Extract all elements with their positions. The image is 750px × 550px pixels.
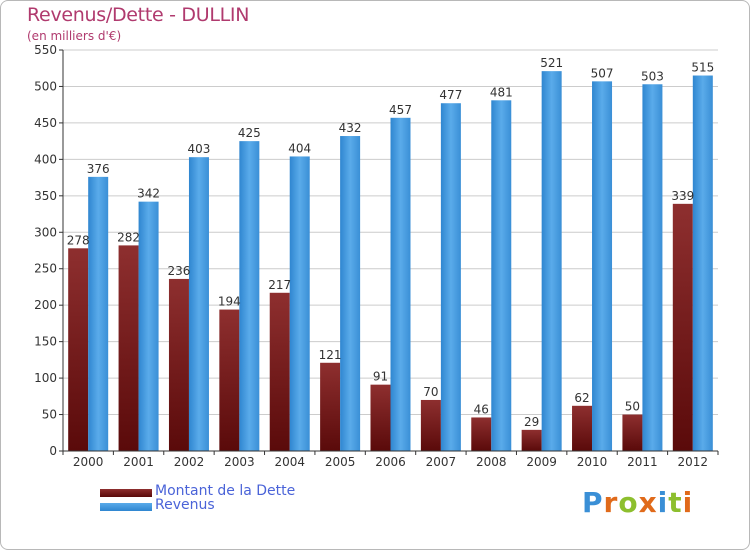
- data-label-debt: 278: [67, 233, 90, 247]
- data-label-debt: 282: [117, 230, 140, 244]
- y-tick-label: 350: [34, 189, 57, 203]
- chart-subtitle: (en milliers d'€): [27, 29, 122, 43]
- x-tick-label: 2012: [678, 455, 709, 469]
- data-label-debt: 62: [574, 391, 589, 405]
- bar-revenue: [390, 117, 411, 452]
- legend-label-revenue: Revenus: [155, 497, 215, 513]
- logo-letter: i: [682, 486, 694, 519]
- bar-debt: [420, 399, 441, 451]
- x-tick-label: 2000: [73, 455, 104, 469]
- x-tick-label: 2003: [224, 455, 255, 469]
- bar-debt: [68, 248, 89, 451]
- labels-layer: 278 376 282 342 236 403 194 425 217 404 121 432 91 45…: [67, 56, 715, 429]
- legend-swatch-revenue: [100, 503, 152, 511]
- bar-debt: [118, 245, 139, 451]
- data-label-revenue: 404: [288, 141, 311, 155]
- x-tick-label: 2006: [375, 455, 406, 469]
- bar-revenue: [188, 157, 209, 451]
- bar-revenue: [642, 84, 663, 451]
- bar-revenue: [340, 136, 361, 452]
- x-tick-label: 2011: [627, 455, 658, 469]
- y-tick-label: 150: [34, 335, 57, 349]
- y-tick-label: 0: [49, 444, 57, 458]
- x-tick-label: 2001: [123, 455, 154, 469]
- data-label-revenue: 457: [389, 103, 412, 117]
- data-label-revenue: 481: [490, 85, 513, 99]
- bar-revenue: [88, 176, 109, 451]
- data-label-debt: 50: [625, 400, 640, 414]
- bar-debt: [572, 405, 593, 451]
- x-tick-label: 2007: [426, 455, 457, 469]
- logo-letter: o: [618, 486, 639, 519]
- bar-revenue: [491, 100, 512, 451]
- legend-label-debt: Montant de la Dette: [155, 483, 296, 499]
- y-tick-label: 200: [34, 298, 57, 312]
- y-tick-label: 550: [34, 43, 57, 57]
- data-label-revenue: 515: [691, 61, 714, 75]
- bar-revenue: [289, 156, 310, 451]
- data-label-revenue: 403: [188, 142, 211, 156]
- data-label-revenue: 507: [591, 66, 614, 80]
- logo-letter: t: [668, 486, 683, 519]
- bars-layer: [68, 71, 713, 452]
- y-tick-label: 300: [34, 225, 57, 239]
- bar-revenue: [138, 201, 159, 451]
- data-label-debt: 121: [319, 348, 342, 362]
- data-label-revenue: 376: [87, 162, 110, 176]
- data-label-revenue: 425: [238, 126, 261, 140]
- chart-title: Revenus/Dette - DULLIN: [27, 4, 250, 26]
- data-label-debt: 29: [524, 415, 539, 429]
- bar-debt: [521, 429, 542, 451]
- x-tick-label: 2004: [274, 455, 305, 469]
- legend-swatch-debt: [100, 489, 152, 497]
- bar-debt: [622, 414, 643, 451]
- x-tick-label: 2010: [577, 455, 608, 469]
- data-label-debt: 194: [218, 295, 241, 309]
- bar-debt: [269, 292, 290, 451]
- data-label-revenue: 503: [641, 69, 664, 83]
- data-label-revenue: 477: [439, 88, 462, 102]
- bar-revenue: [592, 81, 613, 452]
- bar-debt: [370, 384, 391, 451]
- x-tick-label: 2009: [526, 455, 557, 469]
- y-tick-label: 100: [34, 371, 57, 385]
- data-label-debt: 236: [168, 264, 191, 278]
- x-tick-label: 2002: [174, 455, 205, 469]
- data-label-debt: 70: [423, 385, 438, 399]
- bar-debt: [168, 278, 189, 451]
- x-tick-label: 2005: [325, 455, 356, 469]
- y-tick-label: 500: [34, 79, 57, 93]
- y-tick-label: 50: [42, 408, 57, 422]
- bar-debt: [320, 362, 341, 451]
- bar-revenue: [541, 71, 562, 451]
- logo-letter: i: [657, 486, 669, 519]
- y-tick-label: 250: [34, 262, 57, 276]
- y-tick-label: 450: [34, 116, 57, 130]
- logo-letter: r: [603, 486, 619, 519]
- data-label-debt: 46: [474, 402, 489, 416]
- bar-debt: [219, 309, 240, 451]
- x-tick-label: 2008: [476, 455, 507, 469]
- bar-debt: [672, 203, 693, 451]
- data-label-debt: 217: [268, 278, 291, 292]
- data-label-revenue: 521: [540, 56, 563, 70]
- bar-revenue: [440, 103, 461, 451]
- y-tick-label: 400: [34, 152, 57, 166]
- bar-debt: [471, 417, 492, 451]
- data-label-debt: 91: [373, 370, 388, 384]
- data-label-revenue: 432: [339, 121, 362, 135]
- data-label-revenue: 342: [137, 187, 160, 201]
- proxiti-logo: Proxiti: [582, 486, 693, 519]
- logo-letter: x: [638, 486, 658, 519]
- logo-letter: P: [582, 486, 604, 519]
- bar-revenue: [692, 75, 713, 451]
- data-label-debt: 339: [671, 189, 694, 203]
- bar-revenue: [239, 141, 260, 452]
